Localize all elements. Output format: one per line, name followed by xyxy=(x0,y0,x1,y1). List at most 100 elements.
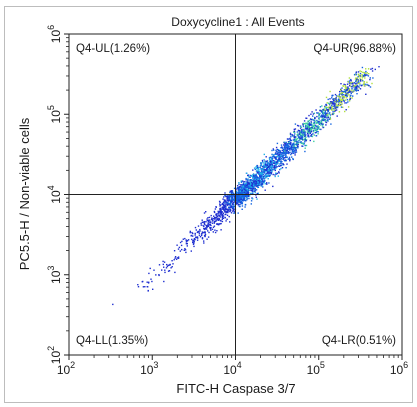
event-point xyxy=(307,123,309,125)
event-point xyxy=(204,233,207,236)
event-point xyxy=(269,161,272,164)
event-point xyxy=(351,81,354,84)
event-point xyxy=(253,174,256,176)
event-point xyxy=(289,146,291,148)
event-point xyxy=(275,146,278,149)
event-point xyxy=(255,183,257,185)
event-point xyxy=(331,101,333,103)
event-point xyxy=(286,144,288,146)
y-tick-label: 102 xyxy=(46,346,63,364)
event-point xyxy=(260,174,263,177)
event-point xyxy=(338,99,340,101)
event-point xyxy=(271,156,273,159)
event-point xyxy=(270,171,273,174)
event-point xyxy=(229,199,232,201)
event-point xyxy=(270,172,272,175)
event-point xyxy=(273,165,275,167)
event-point xyxy=(271,153,273,156)
event-point xyxy=(215,213,217,215)
event-point xyxy=(235,198,238,200)
event-point xyxy=(241,203,243,205)
event-point xyxy=(212,220,214,222)
event-point xyxy=(260,162,262,164)
event-point xyxy=(250,188,252,191)
event-point xyxy=(355,73,358,76)
event-point xyxy=(359,84,361,86)
event-point xyxy=(220,208,222,211)
event-point xyxy=(305,122,307,124)
event-point xyxy=(248,184,250,186)
event-point xyxy=(292,142,295,144)
event-point xyxy=(285,141,287,144)
event-point xyxy=(335,98,337,101)
event-point xyxy=(260,185,262,187)
event-point xyxy=(268,165,271,168)
event-point xyxy=(230,201,232,204)
event-point xyxy=(229,210,231,213)
event-point xyxy=(259,166,261,169)
event-point xyxy=(330,102,332,104)
event-point xyxy=(352,85,354,87)
event-point xyxy=(340,106,343,108)
event-point xyxy=(322,119,324,121)
event-point xyxy=(307,122,309,124)
event-point xyxy=(207,225,209,228)
event-point xyxy=(280,158,282,160)
event-point xyxy=(371,67,374,70)
event-point xyxy=(276,172,278,175)
event-point xyxy=(363,85,366,87)
event-point xyxy=(281,146,283,148)
y-tick-base: 10 xyxy=(49,190,63,204)
y-tick-exponent: 4 xyxy=(46,185,56,190)
event-point xyxy=(203,212,206,214)
event-point xyxy=(325,124,327,126)
event-point xyxy=(329,90,331,93)
event-point xyxy=(238,203,240,206)
event-point xyxy=(242,180,244,182)
event-point xyxy=(250,187,252,189)
event-point xyxy=(246,197,248,199)
event-point xyxy=(291,150,293,152)
event-point xyxy=(177,248,180,250)
event-point xyxy=(229,191,231,194)
event-point xyxy=(216,230,218,232)
event-point xyxy=(314,132,317,134)
event-point xyxy=(202,232,204,234)
event-point xyxy=(229,203,231,205)
event-point xyxy=(347,81,349,83)
event-point xyxy=(243,198,246,200)
event-point xyxy=(240,189,242,191)
event-point xyxy=(297,135,299,137)
event-point xyxy=(363,81,365,83)
event-point xyxy=(341,94,343,96)
event-point xyxy=(290,148,292,150)
event-point xyxy=(346,83,349,85)
event-point xyxy=(352,91,354,93)
event-point xyxy=(289,160,291,162)
event-point xyxy=(363,82,365,85)
event-point xyxy=(185,243,188,245)
event-point xyxy=(246,184,248,187)
event-point xyxy=(355,80,358,83)
event-point xyxy=(266,183,268,185)
event-point xyxy=(218,223,221,225)
event-point xyxy=(195,236,198,238)
event-point xyxy=(224,217,226,219)
event-point xyxy=(253,175,255,177)
event-point xyxy=(313,134,315,136)
event-point xyxy=(198,232,200,234)
event-point xyxy=(278,165,280,167)
event-point xyxy=(232,191,234,193)
event-point xyxy=(192,241,194,244)
event-point xyxy=(286,148,289,151)
event-point xyxy=(199,228,201,231)
event-point xyxy=(271,166,274,168)
event-point xyxy=(262,169,264,171)
event-point xyxy=(267,173,269,175)
event-point xyxy=(352,95,354,97)
event-point xyxy=(294,154,296,156)
event-point xyxy=(248,176,250,178)
event-point xyxy=(274,175,276,178)
event-point xyxy=(271,159,273,161)
event-point xyxy=(239,198,241,200)
